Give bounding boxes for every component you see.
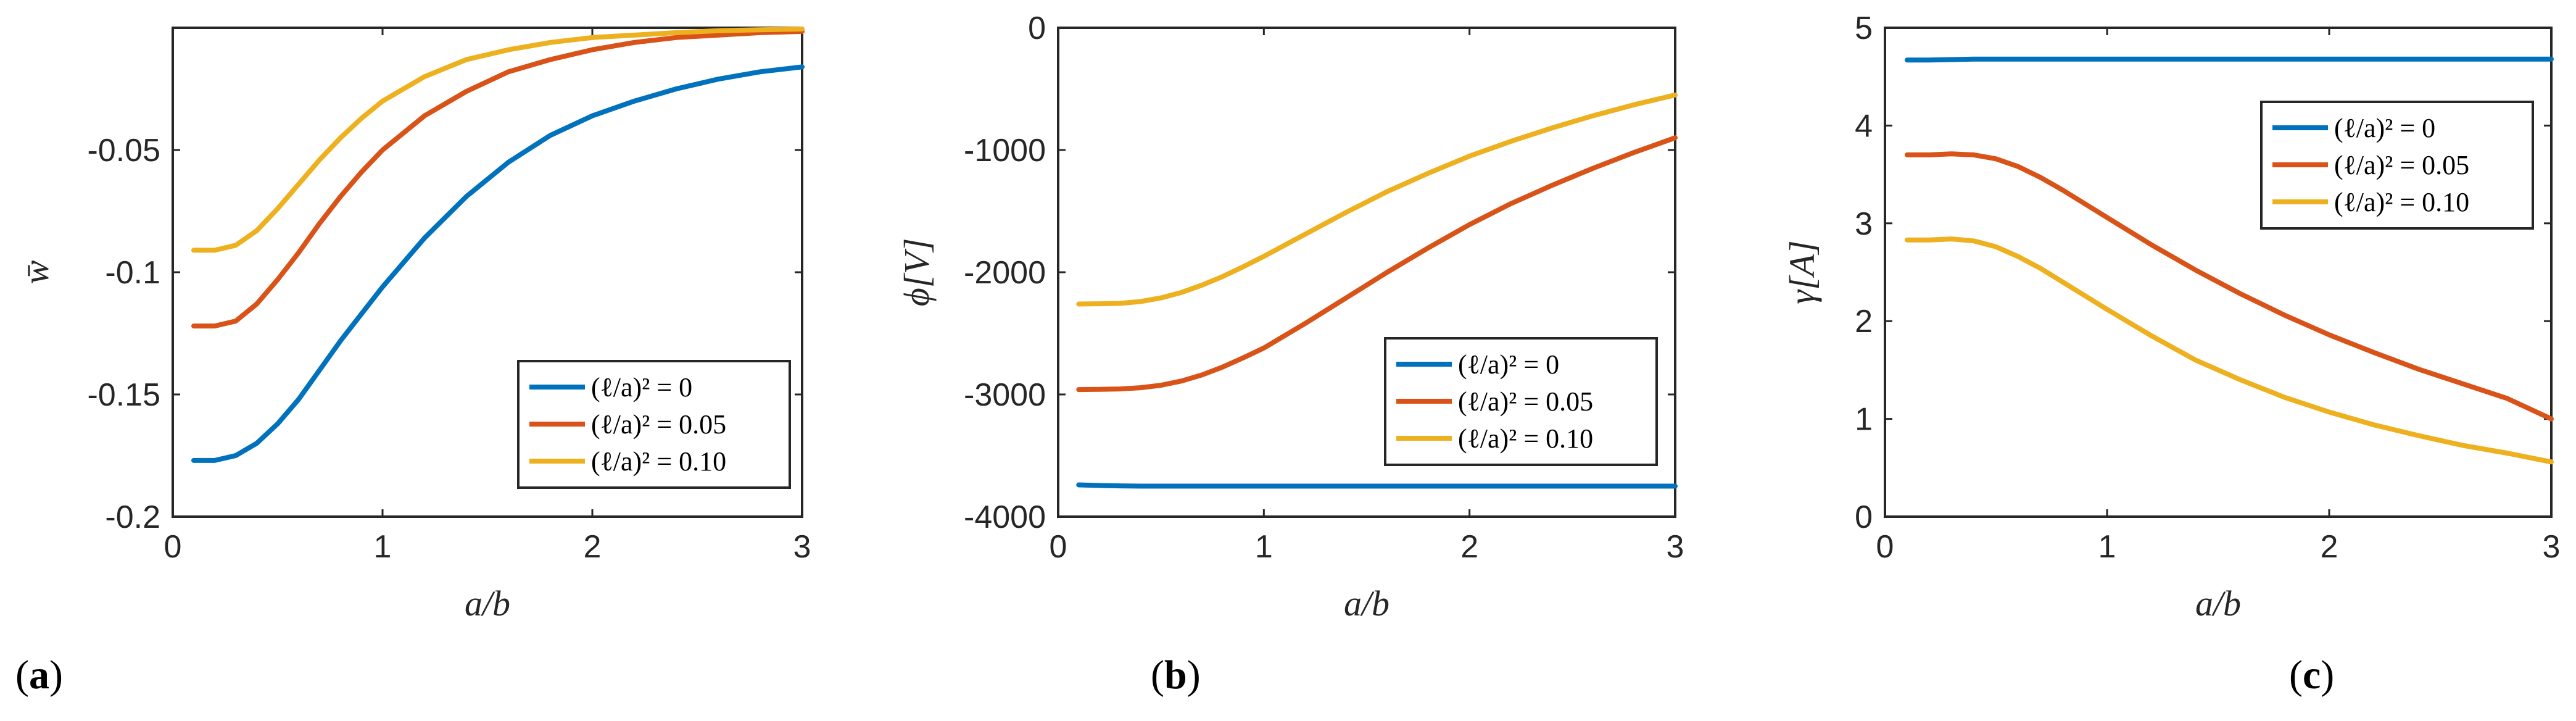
series-line-2 <box>1905 236 2554 465</box>
y-tick-label: -4000 <box>964 499 1046 535</box>
panel-label-open: ( <box>1151 652 1164 698</box>
series-line-0 <box>1905 56 2554 63</box>
x-tick-label: 1 <box>374 529 392 565</box>
y-tick-label: -0.1 <box>105 255 160 291</box>
legend: (ℓ/a)² = 0 (ℓ/a)² = 0.05 (ℓ/a)² = 0.10 <box>1384 337 1658 466</box>
panel-b: 0 1 2 3 -4000 -3000 -2000 -1000 0 a/b ϕ[V] (ℓ/a)² =… <box>897 10 1684 698</box>
legend-entry: (ℓ/a)² = 0.10 <box>1458 423 1593 454</box>
legend-entry: (ℓ/a)² = 0.05 <box>2334 150 2469 180</box>
legend-entry: (ℓ/a)² = 0 <box>1458 349 1559 380</box>
legend-entry: (ℓ/a)² = 0.05 <box>591 409 726 440</box>
y-tick-label: 1 <box>1855 402 1873 438</box>
panel-c: 0 1 2 3 0 1 2 3 4 5 a/b γ[A] (ℓ/a)² = 0 (ℓ/a)² = 0.05… <box>1782 10 2560 698</box>
y-tick-label: 3 <box>1855 206 1873 242</box>
panel-label: (c) <box>2289 652 2334 698</box>
x-axis-label: a/b <box>1344 583 1389 623</box>
legend: (ℓ/a)² = 0 (ℓ/a)² = 0.05 (ℓ/a)² = 0.10 <box>2260 101 2534 230</box>
axes-frame <box>1884 27 2553 518</box>
panel-label-close: ) <box>2321 652 2334 698</box>
panel-a: 0 1 2 3-0.2-0.15-0.1-0.05a/bw̄(ℓ/a)² = 0(ℓ/… <box>15 27 811 698</box>
y-tick-label: -2000 <box>964 255 1046 291</box>
y-tick-label: 2 <box>1855 304 1873 340</box>
y-tick-label: 0 <box>1028 10 1046 46</box>
y-tick-label: 5 <box>1855 10 1873 46</box>
panel-label-open: ( <box>2289 652 2303 698</box>
x-tick-label: 2 <box>584 529 602 565</box>
x-tick-label: 3 <box>793 529 811 565</box>
series-line-1 <box>191 28 805 329</box>
x-tick-label: 2 <box>2321 529 2338 565</box>
panel-label-letter: c <box>2303 652 2321 698</box>
x-tick-label: 3 <box>2543 529 2561 565</box>
panel-label: (a) <box>15 652 63 698</box>
y-axis-label: γ[A] <box>1782 240 1822 304</box>
y-axis-label: w̄ <box>16 260 56 284</box>
x-axis-label: a/b <box>465 583 510 623</box>
series-line-0 <box>191 64 805 463</box>
x-tick-label: 0 <box>1050 529 1067 565</box>
legend-entry: (ℓ/a)² = 0 <box>2334 113 2435 143</box>
y-tick-label: -0.05 <box>87 133 160 169</box>
x-tick-label: 1 <box>1255 529 1273 565</box>
series-line-0 <box>1076 482 1678 489</box>
panel-label-close: ) <box>49 652 63 698</box>
x-axis-label: a/b <box>2195 583 2241 623</box>
panel-label-letter: a <box>29 652 49 698</box>
legend-entry: (ℓ/a)² = 0.05 <box>1458 386 1593 417</box>
legend-entry: (ℓ/a)² = 0.10 <box>2334 187 2469 217</box>
x-tick-label: 3 <box>1667 529 1684 565</box>
series-line-1 <box>1905 151 2554 422</box>
x-tick-label: 1 <box>2098 529 2116 565</box>
y-axis-label: ϕ[V] <box>897 238 937 307</box>
x-tick-label: 0 <box>1876 529 1894 565</box>
y-tick-label: -1000 <box>964 133 1046 169</box>
legend-entry: (ℓ/a)² = 0.10 <box>591 446 726 477</box>
panel-label-open: ( <box>15 652 29 698</box>
y-tick-label: -0.2 <box>105 499 160 535</box>
y-tick-label: 0 <box>1855 499 1873 535</box>
panel-label: (b) <box>1151 652 1201 698</box>
x-tick-label: 2 <box>1460 529 1478 565</box>
x-tick-label: 0 <box>164 529 182 565</box>
y-tick-label: -0.15 <box>87 377 160 413</box>
legend-entry: (ℓ/a)² = 0 <box>591 372 692 402</box>
panel-label-letter: b <box>1164 652 1187 698</box>
y-tick-label: -3000 <box>964 377 1046 413</box>
panel-label-close: ) <box>1187 652 1201 698</box>
legend: (ℓ/a)² = 0 (ℓ/a)² = 0.05 (ℓ/a)² = 0.10 <box>517 360 791 489</box>
series-line-2 <box>1076 92 1678 307</box>
y-tick-label: 4 <box>1855 108 1873 144</box>
series-line-1 <box>1076 135 1678 393</box>
series-line-2 <box>191 27 805 253</box>
